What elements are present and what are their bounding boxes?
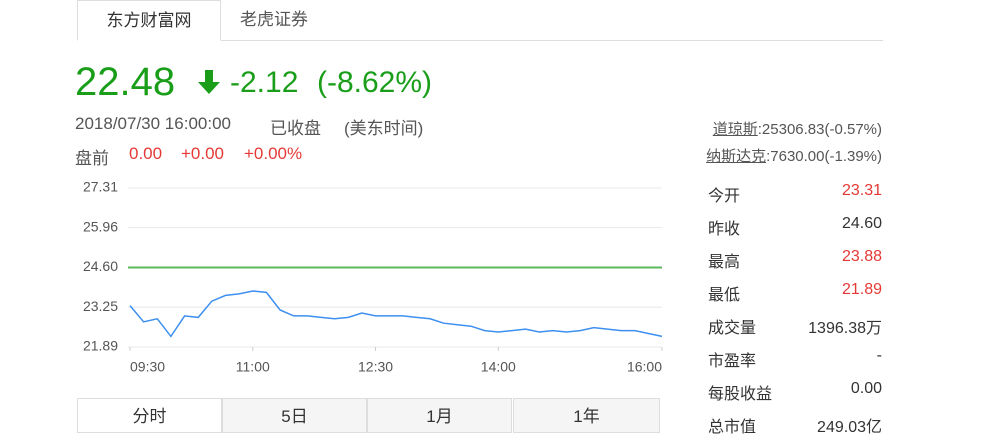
y-tick-label: 23.25 xyxy=(83,298,118,314)
premarket-price: 0.00 xyxy=(129,144,163,163)
datetime: 2018/07/30 16:00:00 xyxy=(75,114,231,133)
stat-value: - xyxy=(876,347,882,364)
change-pct: (-8.62%) xyxy=(317,66,433,99)
x-tick-label: 11:00 xyxy=(236,359,270,375)
tab[interactable]: 老虎证券 xyxy=(240,10,308,29)
period-tab[interactable]: 1月 xyxy=(367,398,512,433)
y-tick-label: 21.89 xyxy=(83,338,118,354)
y-tick-label: 24.60 xyxy=(83,258,118,274)
stat-value: 1396.38万 xyxy=(808,320,882,337)
price-line xyxy=(129,290,663,338)
index-row: 道琼斯:25306.83(-0.57%) xyxy=(713,118,882,139)
stat-value: 24.60 xyxy=(841,215,882,232)
price: 22.48 xyxy=(75,60,176,104)
stat-value: 23.31 xyxy=(841,182,882,199)
stat-label: 总市值 xyxy=(708,419,757,436)
stat-label: 成交量 xyxy=(708,320,757,337)
index-value: :25306.83(-0.57%) xyxy=(757,121,882,138)
premarket-change: +0.00 xyxy=(181,144,225,163)
timezone: (美东时间) xyxy=(344,119,424,138)
tab[interactable]: 东方财富网 xyxy=(77,0,221,41)
index-name[interactable]: 道琼斯 xyxy=(712,121,758,138)
x-tick-label: 09:30 xyxy=(130,359,165,375)
period-tab[interactable]: 5日 xyxy=(222,398,367,433)
stat-value: 23.88 xyxy=(841,248,882,265)
index-value: :7630.00(-1.39%) xyxy=(766,148,882,165)
y-tick-label: 27.31 xyxy=(83,179,118,195)
x-tick-label: 12:30 xyxy=(358,359,393,375)
status: 已收盘 xyxy=(270,119,321,138)
stat-label: 市盈率 xyxy=(708,353,757,370)
down-arrow xyxy=(198,70,220,94)
premarket-label: 盘前 xyxy=(75,149,109,168)
change: -2.12 xyxy=(230,66,299,99)
stat-value: 21.89 xyxy=(841,281,882,298)
stat-value: 0.00 xyxy=(850,380,882,397)
period-tab[interactable]: 1年 xyxy=(513,398,660,433)
stat-label: 今开 xyxy=(708,188,741,205)
stat-label: 昨收 xyxy=(708,221,741,238)
index-name[interactable]: 纳斯达克 xyxy=(706,148,767,165)
stat-value: 249.03亿 xyxy=(817,419,882,436)
x-tick-label: 14:00 xyxy=(481,359,516,375)
period-tab[interactable]: 分时 xyxy=(77,398,222,433)
x-tick-label: 16:00 xyxy=(627,359,662,375)
y-tick-label: 25.96 xyxy=(83,218,118,234)
stat-label: 每股收益 xyxy=(708,386,773,403)
tab-divider xyxy=(77,40,883,41)
stat-label: 最高 xyxy=(708,254,741,271)
premarket-pct: +0.00% xyxy=(244,144,303,163)
stat-label: 最低 xyxy=(708,287,741,304)
index-row: 纳斯达克:7630.00(-1.39%) xyxy=(706,145,882,166)
